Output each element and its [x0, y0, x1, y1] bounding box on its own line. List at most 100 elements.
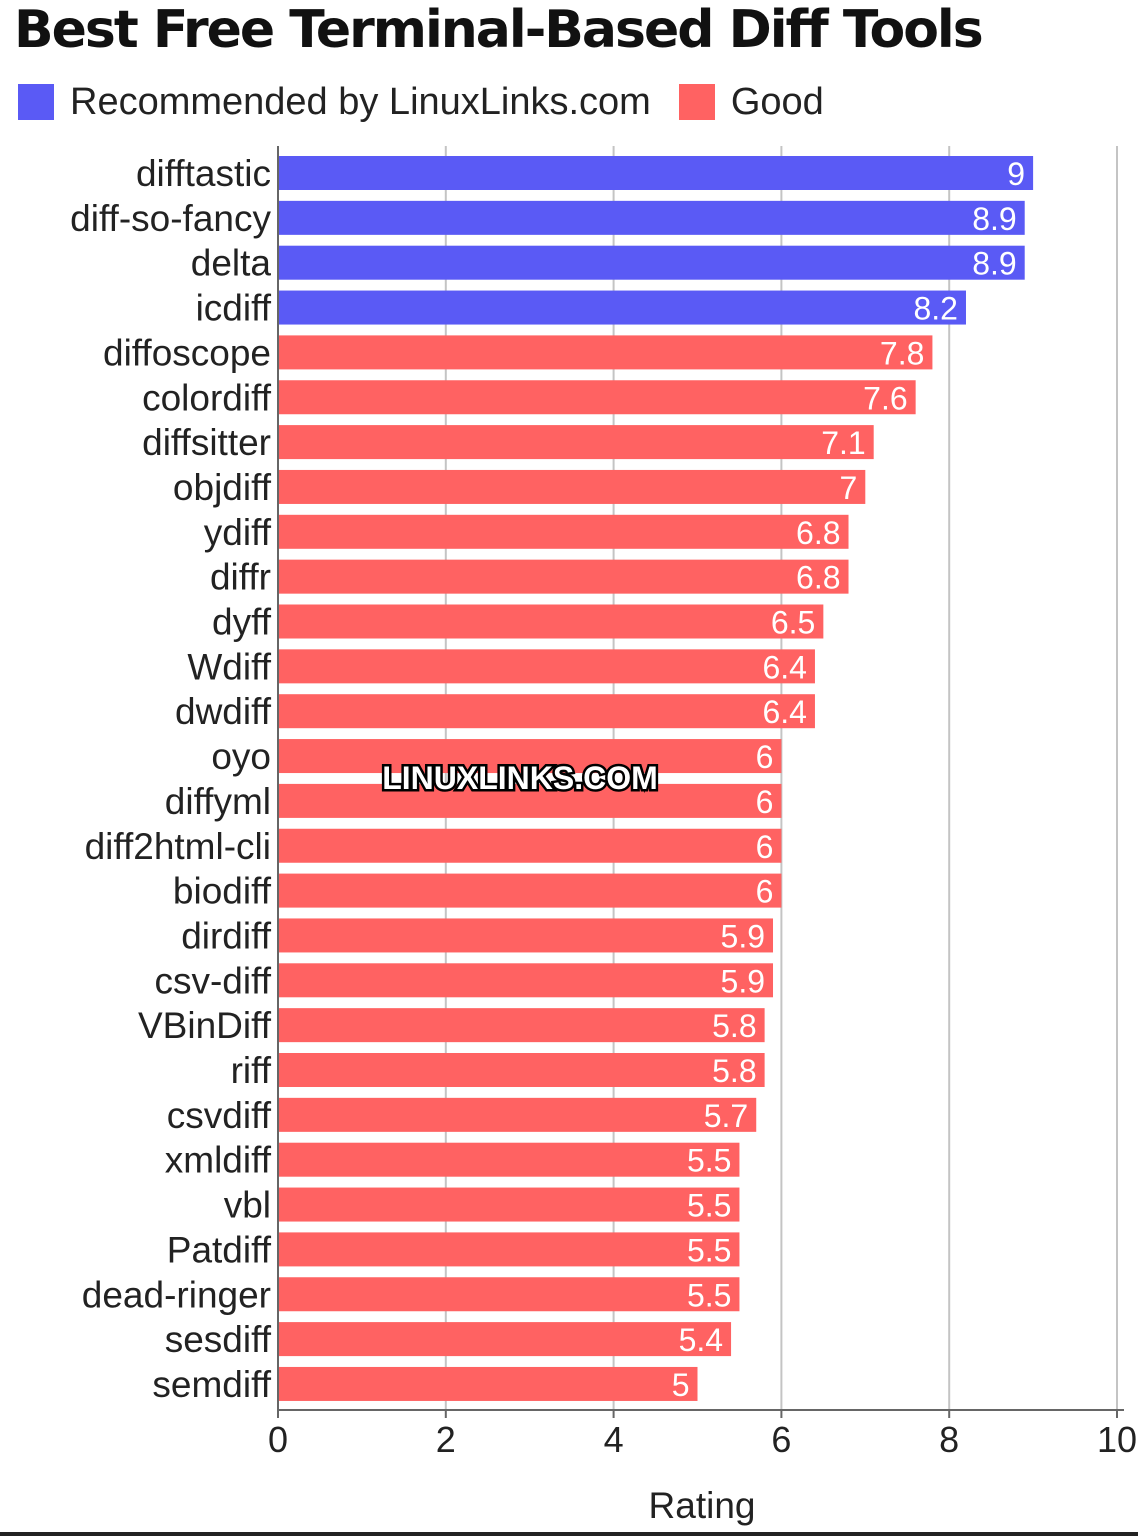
bar-value-label: 6 — [756, 739, 774, 775]
bar-value-label: 7 — [840, 470, 858, 506]
bar-value-label: 5.5 — [687, 1143, 731, 1179]
bar-riff — [278, 1053, 765, 1087]
category-label: xmldiff — [165, 1140, 272, 1181]
bar-value-label: 8.9 — [972, 201, 1016, 237]
bar-biodiff — [278, 873, 782, 908]
chart-title: Best Free Terminal-Based Diff Tools — [14, 0, 984, 60]
legend-label-recommended: Recommended by LinuxLinks.com — [70, 80, 651, 123]
bar-value-label: 6.4 — [762, 649, 806, 685]
bar-value-label: 5.7 — [704, 1098, 748, 1134]
bar-value-label: 5.5 — [687, 1277, 731, 1313]
category-label: csv-diff — [154, 960, 271, 1001]
x-tick-label: 8 — [939, 1419, 959, 1460]
category-label: dyff — [212, 602, 272, 643]
bar-value-label: 6.5 — [771, 605, 815, 641]
bar-dwdiff — [278, 694, 815, 729]
category-label: objdiff — [173, 467, 272, 508]
legend: Recommended by LinuxLinks.com Good — [18, 80, 852, 124]
x-tick-label: 4 — [604, 1419, 624, 1460]
bar-value-label: 6 — [756, 784, 774, 820]
category-label: dirdiff — [181, 915, 272, 956]
bar-value-label: 5.8 — [712, 1053, 756, 1089]
bar-diff-so-fancy — [278, 200, 1025, 235]
category-label: diff-so-fancy — [70, 198, 271, 239]
x-tick-label: 0 — [268, 1419, 288, 1460]
bar-ydiff — [278, 514, 849, 549]
bar-value-label: 6.4 — [762, 694, 806, 730]
legend-swatch-good — [678, 84, 715, 120]
bar-icdiff — [278, 290, 966, 325]
bar-dyff — [278, 604, 824, 639]
category-label: colordiff — [142, 377, 272, 418]
bar-value-label: 8.9 — [972, 246, 1016, 282]
category-label: diffr — [210, 557, 271, 598]
bar-value-label: 7.8 — [880, 335, 924, 371]
bar-diff2html-cli — [278, 828, 782, 863]
category-label: icdiff — [196, 288, 272, 329]
category-label: csvdiff — [167, 1095, 272, 1136]
bar-value-label: 7.6 — [863, 380, 907, 416]
bar-oyo — [278, 739, 782, 774]
bar-value-label: 6 — [756, 874, 774, 910]
x-axis-title: Rating — [649, 1485, 756, 1526]
category-label: diffyml — [165, 781, 271, 822]
bar-vbl — [278, 1187, 740, 1222]
category-label: oyo — [211, 736, 271, 777]
bar-Wdiff — [278, 649, 815, 684]
category-label: VBinDiff — [138, 1005, 272, 1046]
category-label: Patdiff — [167, 1229, 272, 1270]
bar-semdiff — [278, 1366, 698, 1401]
bar-value-label: 7.1 — [821, 425, 865, 461]
bar-diffr — [278, 559, 849, 594]
bar-value-label: 6 — [756, 829, 774, 865]
bar-value-label: 6.8 — [796, 560, 840, 596]
legend-item-good: Good — [678, 81, 824, 124]
bar-value-label: 5 — [672, 1367, 690, 1403]
category-label: difftastic — [136, 153, 271, 194]
bar-difftastic — [278, 156, 1034, 190]
bar-value-label: 5.4 — [679, 1322, 723, 1358]
bar-value-label: 8.2 — [913, 291, 957, 327]
bar-diffyml — [278, 783, 782, 818]
category-label: riff — [231, 1050, 272, 1091]
bar-value-label: 5.5 — [687, 1232, 731, 1268]
bar-csv-diff — [278, 963, 774, 998]
category-label: diffoscope — [103, 332, 271, 373]
bar-dirdiff — [278, 918, 774, 953]
bar-value-label: 5.9 — [721, 918, 765, 954]
bar-value-label: 5.5 — [687, 1188, 731, 1224]
category-label: vbl — [224, 1185, 271, 1226]
category-label: semdiff — [152, 1364, 271, 1405]
bar-Patdiff — [278, 1232, 740, 1267]
category-label: Wdiff — [187, 646, 271, 687]
bar-value-label: 5.8 — [712, 1008, 756, 1044]
category-label: dwdiff — [175, 691, 272, 732]
category-label: biodiff — [173, 871, 272, 912]
x-tick-label: 2 — [436, 1419, 456, 1460]
legend-item-recommended: Recommended by LinuxLinks.com — [18, 81, 651, 124]
bar-xmldiff — [278, 1142, 740, 1177]
bar-delta — [278, 245, 1025, 280]
x-tick-label: 6 — [771, 1419, 791, 1460]
bar-value-label: 9 — [1007, 156, 1025, 192]
legend-swatch-recommended — [18, 84, 54, 120]
bar-dead-ringer — [278, 1277, 740, 1312]
category-label: diff2html-cli — [85, 826, 271, 867]
bar-VBinDiff — [278, 1008, 765, 1043]
bar-objdiff — [278, 469, 866, 504]
bar-sesdiff — [278, 1322, 732, 1357]
category-label: dead-ringer — [82, 1274, 271, 1315]
category-label: delta — [191, 243, 272, 284]
bottom-rule — [0, 1532, 1138, 1536]
x-tick-label: 10 — [1097, 1419, 1137, 1460]
bar-diffoscope — [278, 335, 933, 370]
category-label: sesdiff — [165, 1319, 272, 1360]
bar-value-label: 5.9 — [721, 963, 765, 999]
bar-colordiff — [278, 380, 916, 415]
bar-csvdiff — [278, 1097, 757, 1132]
bar-diffsitter — [278, 425, 874, 460]
category-label: ydiff — [204, 512, 272, 553]
bar-value-label: 6.8 — [796, 515, 840, 551]
category-label: diffsitter — [142, 422, 271, 463]
